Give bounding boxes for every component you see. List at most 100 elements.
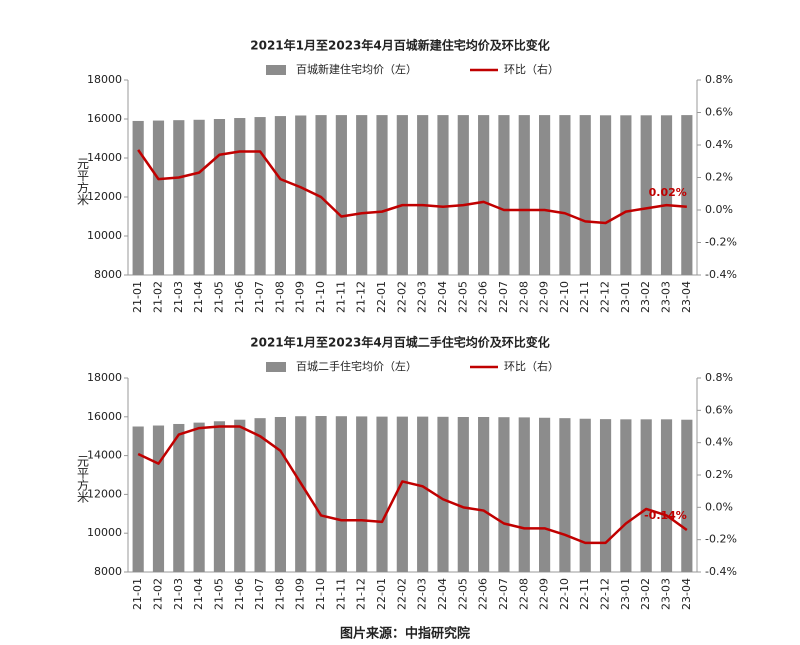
bar — [152, 425, 165, 572]
legend-label: 环比（右） — [504, 359, 559, 373]
y-tick-label: 16000 — [87, 410, 122, 423]
x-tick-label: 22-10 — [558, 578, 571, 610]
x-tick-label: 23-03 — [660, 578, 673, 610]
bar — [376, 115, 388, 275]
bar — [599, 419, 612, 572]
y-tick-label: 18000 — [87, 73, 122, 86]
x-tick-label: 21-05 — [212, 281, 225, 313]
x-tick-label: 21-10 — [314, 578, 327, 610]
bar — [498, 115, 510, 275]
x-tick-label: 23-01 — [619, 281, 632, 313]
x-tick-label: 23-04 — [680, 578, 693, 610]
bar — [518, 115, 530, 275]
bar — [457, 115, 469, 275]
x-tick-label: 22-07 — [497, 281, 510, 313]
legend-label: 百城二手住宅均价（左） — [296, 359, 417, 373]
legend-swatch — [266, 65, 286, 75]
y2-tick-label: 0.2% — [705, 171, 733, 184]
y-tick-label: 16000 — [87, 112, 122, 125]
bar — [213, 421, 226, 572]
y-tick-label: 8000 — [94, 565, 122, 578]
data-label: 0.02% — [649, 186, 687, 199]
y2-tick-label: 0.4% — [705, 138, 733, 151]
y2-tick-label: 0.2% — [705, 468, 733, 481]
x-tick-label: 21-05 — [212, 578, 225, 610]
bar — [437, 115, 449, 275]
bar — [559, 418, 571, 572]
x-tick-label: 21-09 — [294, 281, 307, 313]
x-tick-label: 22-03 — [416, 578, 429, 610]
x-tick-label: 21-01 — [131, 281, 144, 313]
x-tick-label: 22-09 — [538, 281, 551, 313]
x-tick-label: 21-09 — [294, 578, 307, 610]
bar — [295, 416, 307, 572]
bar — [660, 419, 673, 572]
bar — [376, 416, 388, 572]
bar — [660, 115, 673, 275]
bar — [234, 419, 246, 572]
x-tick-label: 21-07 — [253, 281, 266, 313]
x-tick-label: 22-02 — [395, 578, 408, 610]
x-tick-label: 21-04 — [192, 281, 205, 313]
bar — [417, 416, 429, 572]
y2-tick-label: -0.2% — [705, 533, 737, 546]
bar — [173, 120, 185, 275]
bar — [539, 417, 551, 572]
x-tick-label: 22-05 — [456, 578, 469, 610]
bar — [437, 416, 449, 572]
line — [137, 149, 687, 225]
x-tick-label: 22-05 — [456, 281, 469, 313]
bar — [559, 115, 571, 275]
bar — [132, 426, 144, 572]
bar — [417, 115, 429, 275]
line — [137, 425, 688, 545]
bar — [396, 416, 408, 572]
bar — [132, 120, 144, 275]
x-tick-label: 21-08 — [273, 281, 286, 313]
bar — [234, 118, 246, 276]
x-tick-label: 23-02 — [639, 578, 652, 610]
bar — [579, 115, 591, 275]
y2-tick-label: 0.4% — [705, 436, 733, 449]
x-tick-label: 21-03 — [172, 281, 185, 313]
y-axis-label: 元平方米 — [76, 158, 90, 206]
bar — [478, 115, 490, 275]
y2-tick-label: 0.8% — [705, 73, 733, 86]
x-tick-label: 21-06 — [233, 578, 246, 610]
bar — [254, 117, 266, 275]
y2-tick-label: -0.4% — [705, 565, 737, 578]
y2-tick-label: -0.2% — [705, 236, 737, 249]
data-label: -0.14% — [644, 509, 687, 522]
x-tick-label: 21-11 — [334, 281, 347, 313]
y-tick-label: 10000 — [87, 229, 122, 242]
y-tick-label: 10000 — [87, 526, 122, 539]
legend-swatch — [266, 362, 286, 372]
bar — [335, 115, 347, 275]
bar — [173, 423, 185, 572]
x-tick-label: 22-01 — [375, 578, 388, 610]
bar — [396, 115, 408, 275]
y-tick-label: 12000 — [87, 487, 122, 500]
bar — [539, 115, 551, 275]
y2-tick-label: 0.6% — [705, 106, 733, 119]
bar — [518, 417, 530, 572]
x-tick-label: 21-10 — [314, 281, 327, 313]
x-tick-label: 22-10 — [558, 281, 571, 313]
legend-label: 百城新建住宅均价（左） — [296, 62, 417, 76]
bar — [193, 119, 205, 275]
y-axis-label: 元平方米 — [76, 455, 90, 503]
x-tick-label: 21-01 — [131, 578, 144, 610]
legend-label: 环比（右） — [504, 62, 559, 76]
chart-title: 2021年1月至2023年4月百城新建住宅均价及环比变化 — [250, 38, 550, 53]
x-tick-label: 22-01 — [375, 281, 388, 313]
x-tick-label: 21-02 — [151, 578, 164, 610]
x-tick-label: 21-11 — [334, 578, 347, 610]
x-tick-label: 22-03 — [416, 281, 429, 313]
y2-tick-label: 0.6% — [705, 403, 733, 416]
y-tick-label: 18000 — [87, 371, 122, 384]
x-tick-label: 21-03 — [172, 578, 185, 610]
x-tick-label: 22-09 — [538, 578, 551, 610]
bar — [599, 115, 612, 275]
bar — [274, 116, 286, 275]
y2-tick-label: 0.0% — [705, 203, 733, 216]
